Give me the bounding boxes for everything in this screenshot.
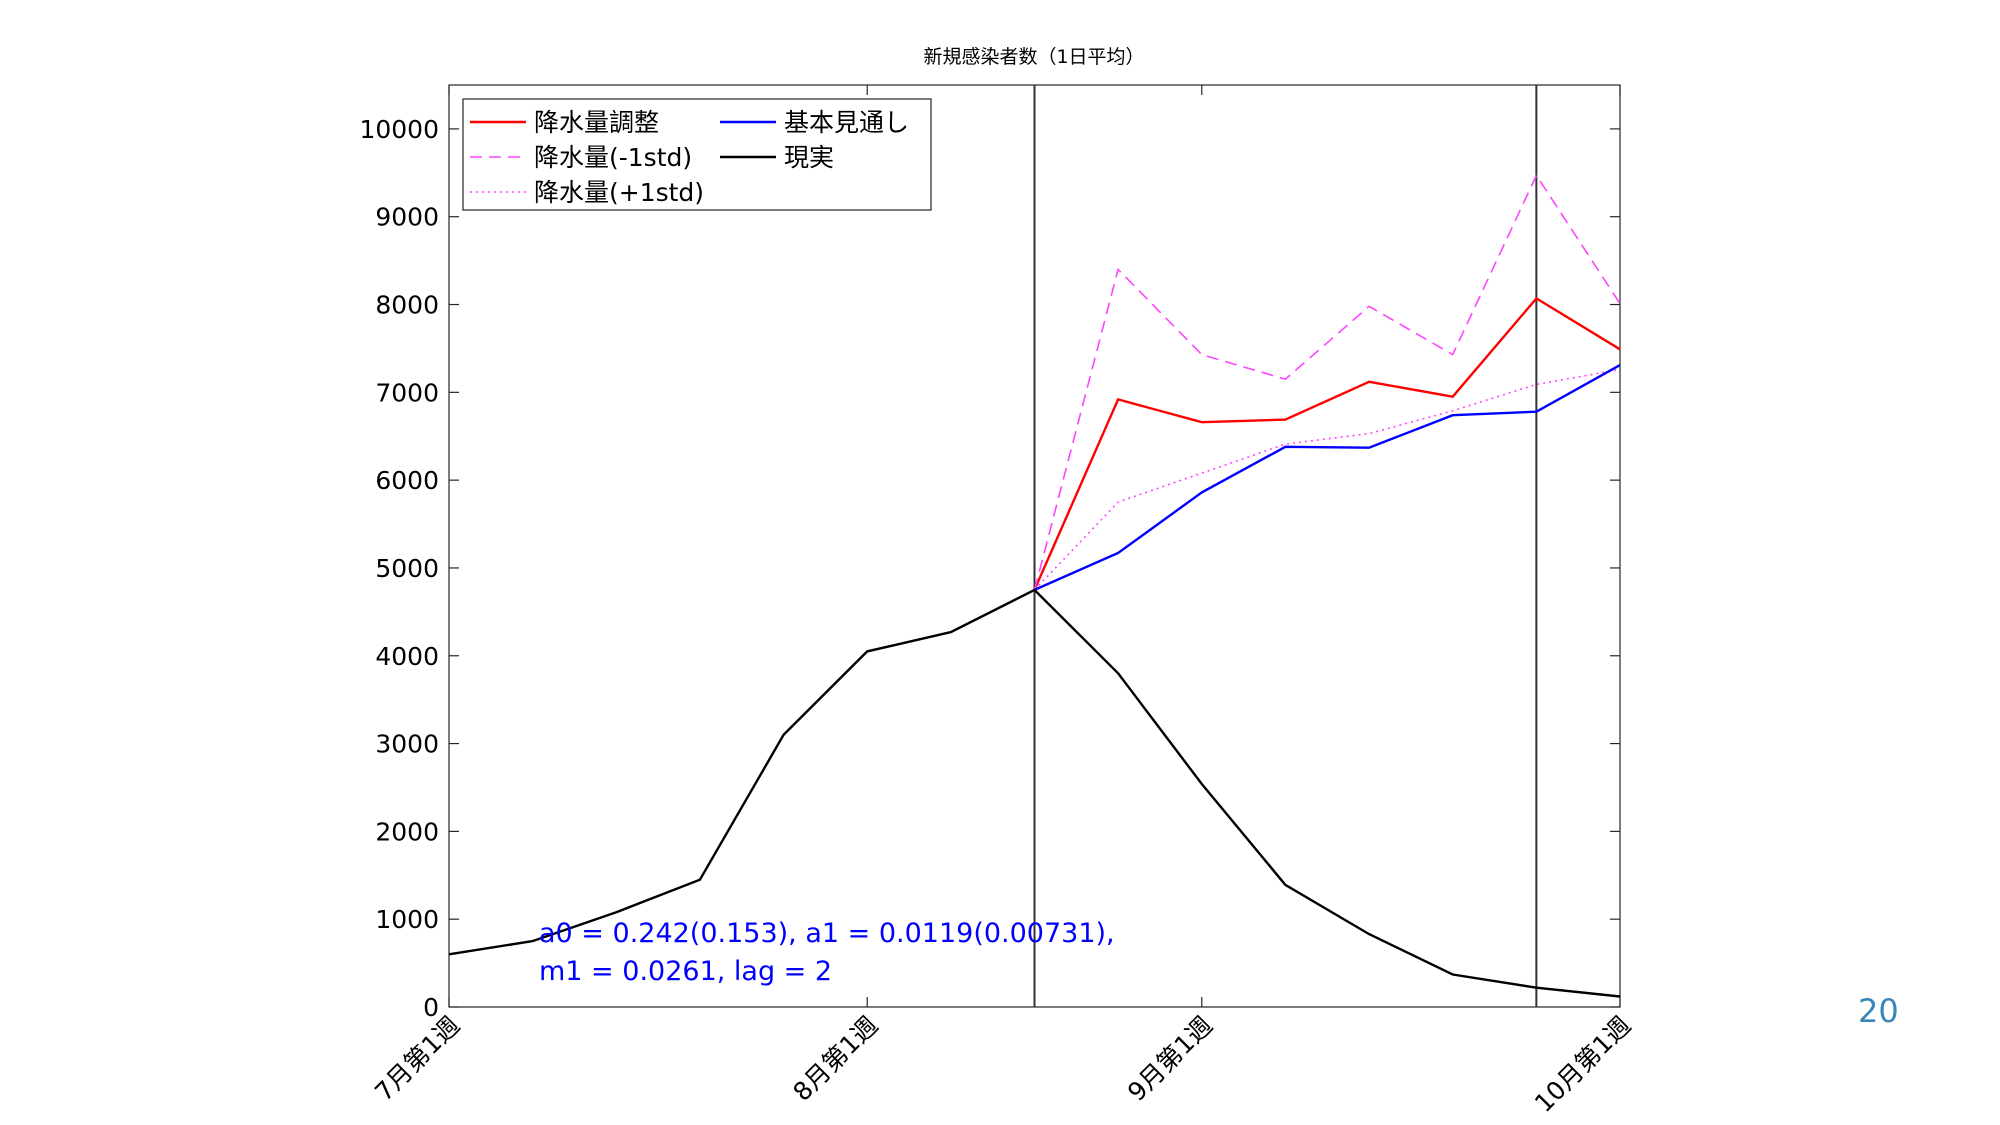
legend-label: 降水量調整	[534, 108, 659, 137]
y-tick-label: 6000	[375, 466, 439, 495]
x-tick-label: 10月第1週	[1529, 1011, 1636, 1118]
y-tick-label: 7000	[375, 378, 439, 407]
x-tick-label: 8月第1週	[787, 1011, 883, 1107]
series-line	[1033, 173, 1621, 591]
legend-label: 現実	[784, 143, 834, 172]
legend-label: 降水量(-1std)	[534, 143, 692, 172]
y-tick-label: 3000	[375, 730, 439, 759]
page-number: 20	[1858, 992, 1899, 1030]
y-tick-label: 5000	[375, 554, 439, 583]
series-line	[1033, 296, 1621, 591]
annotation-line-1: a0 = 0.242(0.153), a1 = 0.0119(0.00731),	[539, 918, 1115, 949]
y-tick-label: 10000	[359, 115, 439, 144]
y-tick-label: 2000	[375, 817, 439, 846]
series-line	[1033, 368, 1621, 591]
y-tick-label: 9000	[375, 203, 439, 232]
legend-label: 降水量(+1std)	[534, 178, 704, 207]
series-line	[448, 588, 1621, 998]
x-tick-label: 9月第1週	[1122, 1011, 1218, 1107]
series-line	[1034, 364, 1621, 591]
chart-title: 新規感染者数（1日平均）	[923, 46, 1144, 68]
legend-label: 基本見通し	[784, 108, 909, 137]
annotation-line-2: m1 = 0.0261, lag = 2	[539, 956, 832, 987]
x-tick-label: 7月第1週	[369, 1011, 465, 1107]
y-tick-label: 8000	[375, 291, 439, 320]
y-tick-label: 1000	[375, 905, 439, 934]
y-tick-label: 0	[423, 993, 439, 1022]
y-tick-label: 4000	[375, 642, 439, 671]
legend-box	[462, 98, 932, 211]
